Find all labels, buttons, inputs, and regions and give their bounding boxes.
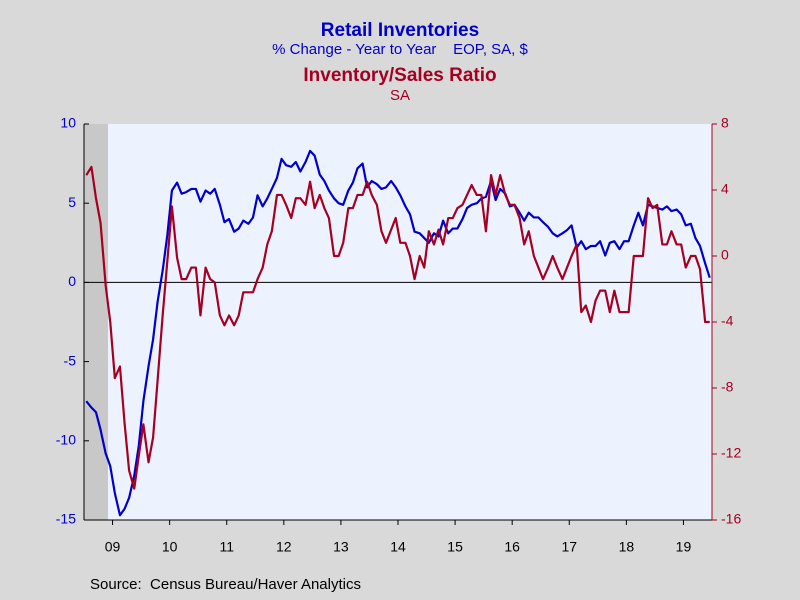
- x-tick-label: 19: [676, 539, 692, 555]
- series-line: [85, 165, 710, 490]
- x-tick-label: 17: [561, 539, 577, 555]
- x-tick-label: 15: [447, 539, 463, 555]
- y-tick-label: -10: [56, 432, 76, 448]
- y-tick-label: 10: [60, 115, 76, 131]
- chart-subtitle-2: SA: [390, 87, 410, 104]
- x-tick-label: 09: [105, 539, 121, 555]
- y2-tick-label: -4: [721, 313, 734, 329]
- y2-tick-label: 8: [721, 115, 729, 131]
- y-tick-label: 5: [68, 194, 76, 210]
- y2-tick-label: -12: [721, 445, 741, 461]
- chart-subtitle: % Change - Year to Year EOP, SA, $: [272, 41, 528, 58]
- y2-tick-label: 0: [721, 247, 729, 263]
- source-note: Source: Census Bureau/Haver Analytics: [90, 576, 361, 593]
- x-tick-label: 14: [390, 539, 406, 555]
- x-tick-label: 16: [504, 539, 520, 555]
- y-tick-label: -5: [64, 352, 77, 368]
- x-tick-label: 18: [619, 539, 635, 555]
- series-line: [85, 149, 711, 517]
- y-tick-label: 0: [68, 273, 76, 289]
- y-tick-label: -15: [56, 511, 76, 527]
- x-tick-label: 12: [276, 539, 292, 555]
- chart-title-2: Inventory/Sales Ratio: [303, 65, 496, 86]
- recession-shading: [84, 124, 108, 520]
- x-tick-label: 11: [219, 539, 234, 555]
- chart-title: Retail Inventories: [321, 20, 479, 41]
- x-tick-label: 13: [333, 539, 349, 555]
- y2-tick-label: -8: [721, 379, 734, 395]
- y2-tick-label: -16: [721, 511, 741, 527]
- y2-tick-label: 4: [721, 181, 729, 197]
- x-tick-label: 10: [162, 539, 178, 555]
